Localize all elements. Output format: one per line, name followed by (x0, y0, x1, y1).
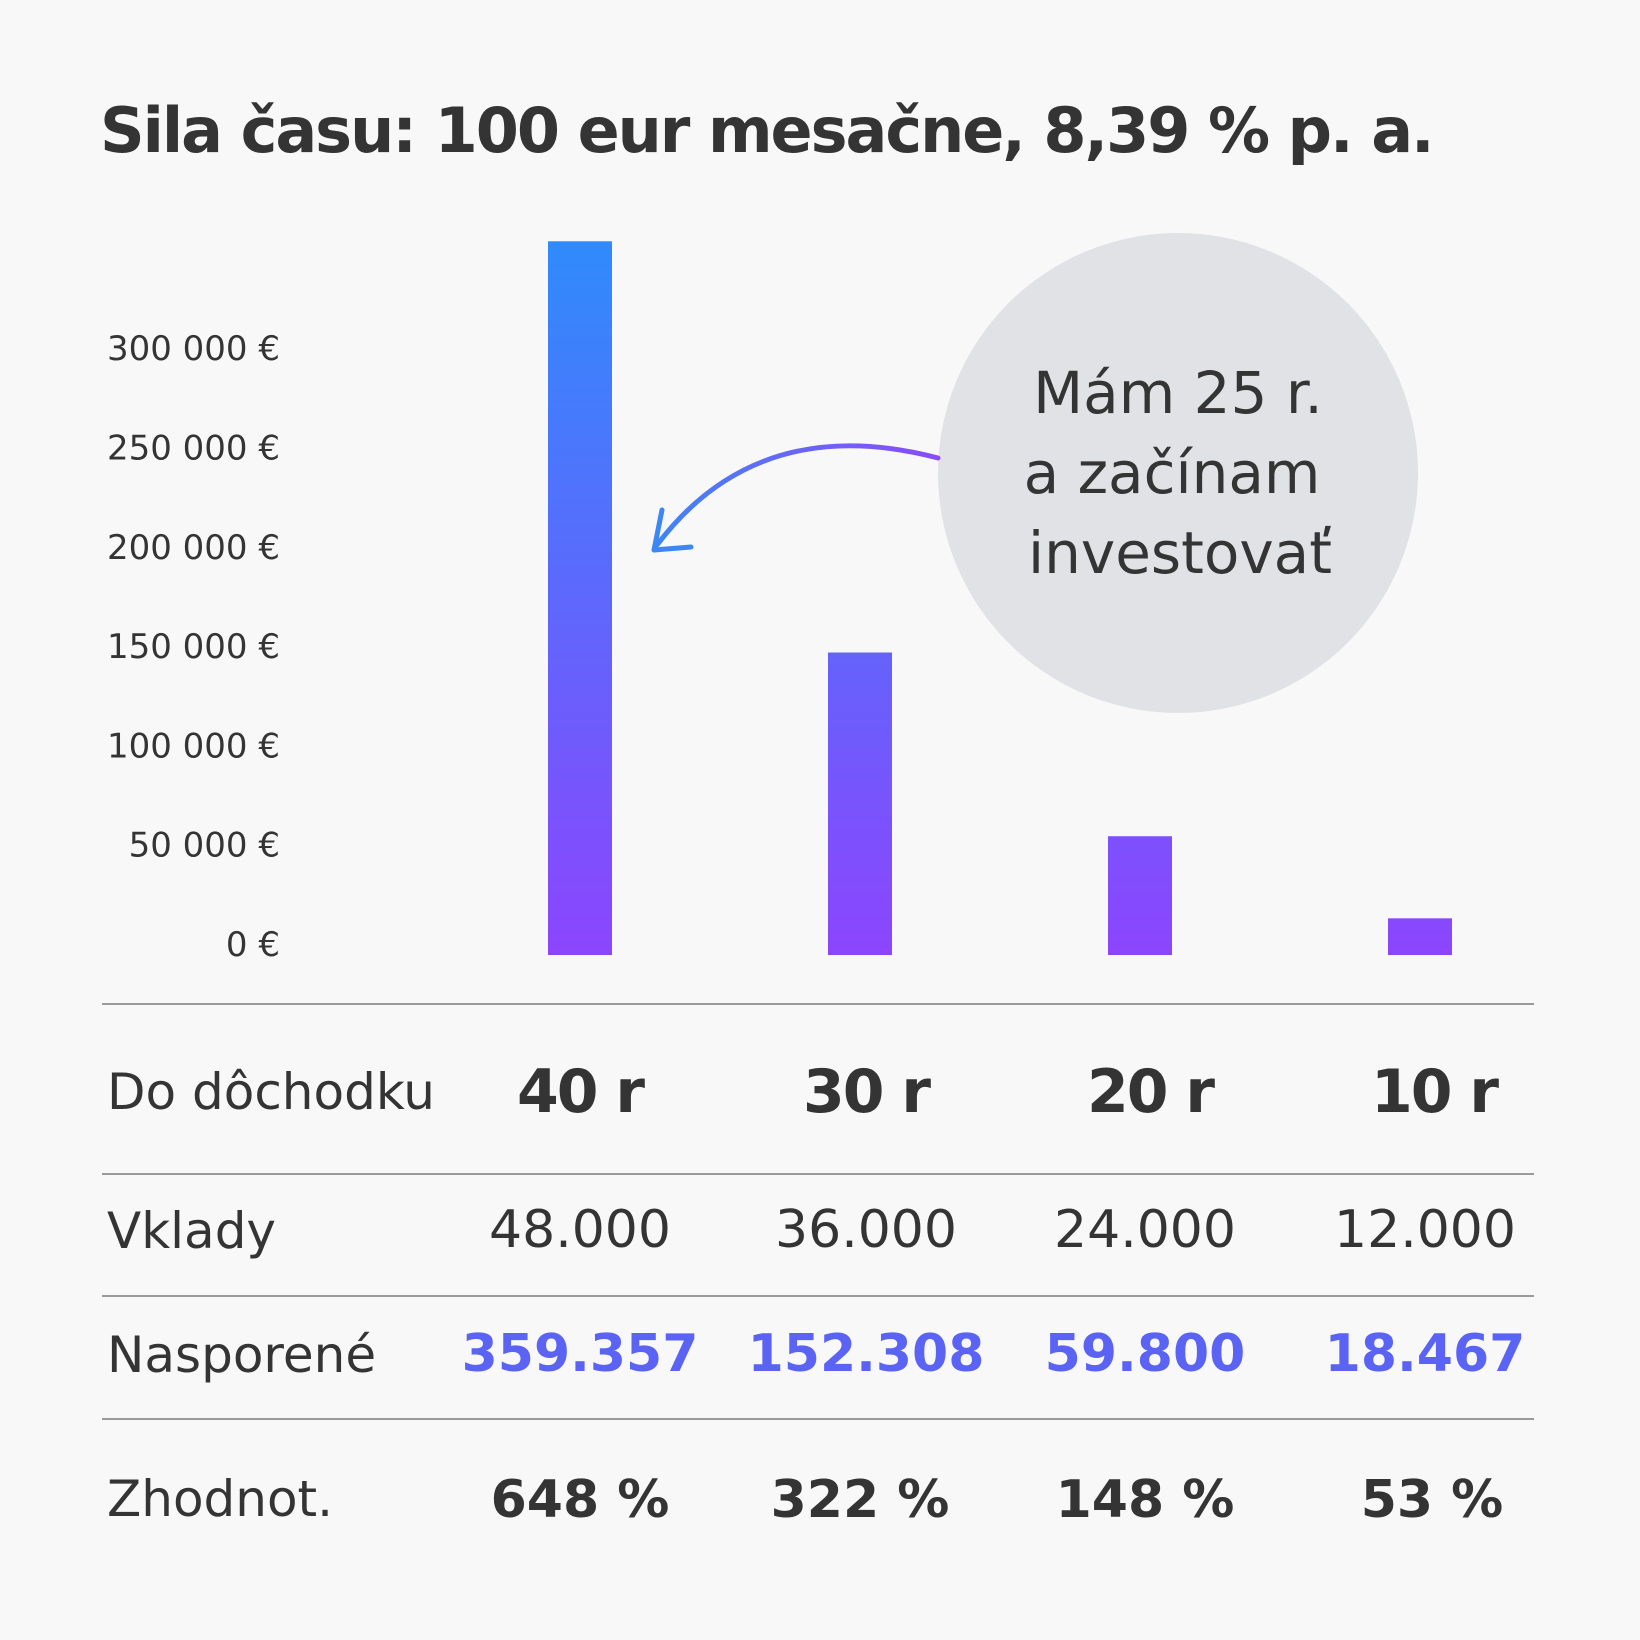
bar-30-r (828, 652, 892, 955)
row-label-appreciation: Zhodnot. (107, 1470, 334, 1528)
bar-chart: 0 € 50 000 € 100 000 € 150 000 € 200 000 € 25… (107, 233, 1452, 965)
annotation-arrow (654, 443, 941, 548)
annotation-line-2: a začínam (1024, 439, 1321, 507)
y-tick-label: 200 000 € (107, 528, 280, 568)
years-cell: 20 r (1087, 1057, 1215, 1127)
years-cell: 40 r (517, 1057, 645, 1127)
bar-10-r (1388, 918, 1452, 955)
saved-cell: 59.800 (1044, 1324, 1246, 1384)
y-axis-ticks: 0 € 50 000 € 100 000 € 150 000 € 200 000 € 25… (107, 329, 280, 965)
annotation-line-3: investovať (1028, 519, 1332, 587)
divider (102, 1418, 1534, 1420)
years-cell: 10 r (1371, 1057, 1499, 1127)
chart-title: Sila času: 100 eur mesačne, 8,39 % p. a. (100, 94, 1435, 167)
y-tick-label: 150 000 € (107, 627, 280, 667)
appreciation-cell: 148 % (1055, 1470, 1235, 1530)
saved-cell: 359.357 (461, 1324, 699, 1384)
bar-40-r (548, 241, 612, 955)
deposit-cell: 48.000 (489, 1200, 671, 1260)
annotation-bubble (938, 233, 1418, 713)
years-cell: 30 r (803, 1057, 931, 1127)
row-label-deposits: Vklady (107, 1202, 277, 1260)
y-tick-label: 100 000 € (107, 726, 280, 766)
bars (548, 241, 1452, 955)
row-label-saved: Nasporené (107, 1326, 377, 1384)
deposit-cell: 12.000 (1334, 1200, 1516, 1260)
y-tick-label: 300 000 € (107, 329, 280, 369)
deposit-cell: 24.000 (1054, 1200, 1236, 1260)
arrow-head-icon (651, 507, 694, 553)
deposit-cell: 36.000 (775, 1200, 957, 1260)
y-tick-label: 50 000 € (129, 826, 280, 866)
appreciation-cell: 53 % (1360, 1470, 1504, 1530)
saved-cell: 152.308 (747, 1324, 985, 1384)
y-tick-label: 250 000 € (107, 428, 280, 468)
annotation-line-1: Mám 25 r. (1033, 359, 1323, 427)
appreciation-cell: 648 % (490, 1470, 670, 1530)
divider (102, 1295, 1534, 1297)
saved-cell: 18.467 (1324, 1324, 1526, 1384)
y-tick-label: 0 € (226, 925, 280, 965)
divider (102, 1173, 1534, 1175)
appreciation-cell: 322 % (770, 1470, 950, 1530)
bar-20-r (1108, 836, 1172, 955)
divider (102, 1003, 1534, 1005)
row-label-years: Do dôchodku (107, 1063, 435, 1121)
